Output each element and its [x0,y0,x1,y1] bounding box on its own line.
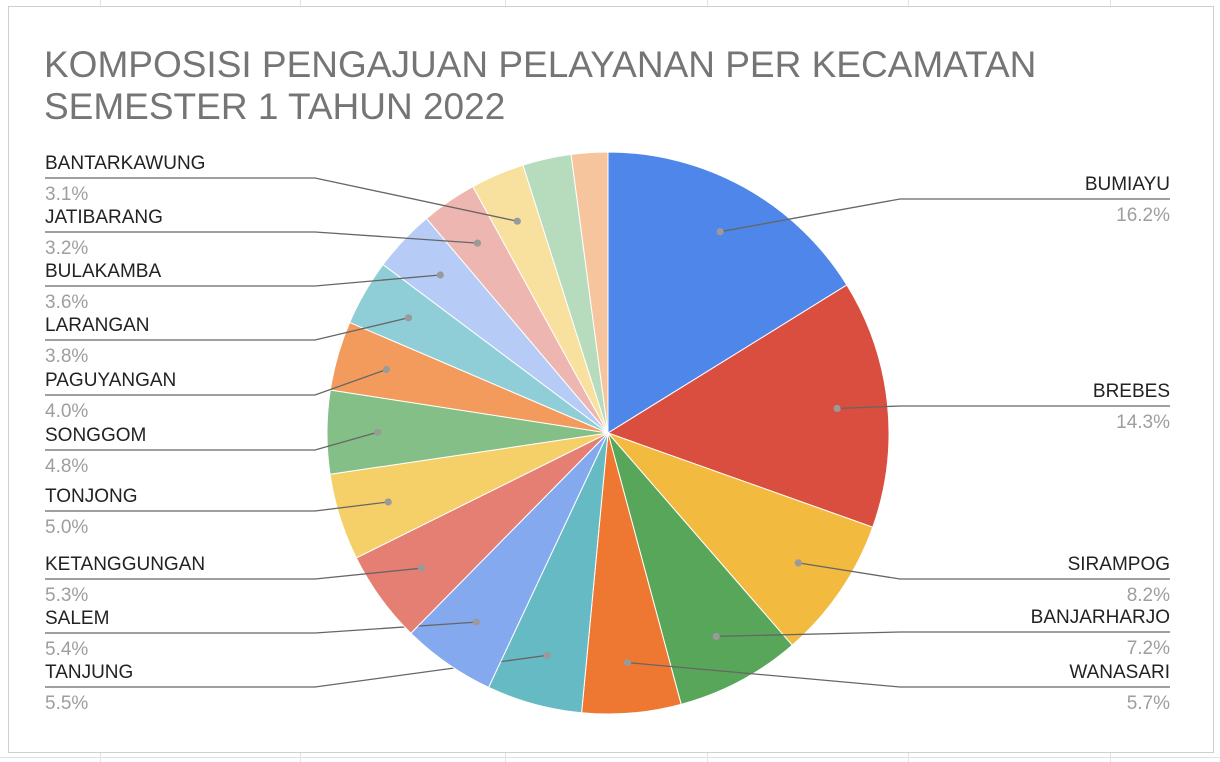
slice-percent-bantarkawung: 3.1% [45,184,88,205]
slice-percent-sirampog: 8.2% [1127,585,1170,606]
slice-percent-larangan: 3.8% [45,346,88,367]
slice-label-larangan: LARANGAN [45,315,150,336]
pie-slice-banjarharjo[interactable] [607,432,793,705]
chart-title: KOMPOSISI PENGAJUAN PELAYANAN PER KECAMA… [44,44,1037,127]
leader-line [627,661,1170,688]
slice-label-wanasari: WANASARI [1069,662,1170,683]
slice-percent-jatibarang: 3.2% [45,238,88,259]
slice-percent-wanasari: 5.7% [1127,693,1170,714]
slice-label-banjarharjo: BANJARHARJO [1031,607,1170,628]
slice-percent-brebes: 14.3% [1116,412,1170,433]
leader-dot [513,217,521,225]
leader-line [45,177,518,222]
leader-dot [436,271,444,279]
pie-slice-sirampog[interactable] [606,431,874,646]
pie-slice-bumiayu[interactable] [607,151,848,434]
leader-line [716,631,1170,638]
slice-label-bantarkawung: BANTARKAWUNG [45,153,205,174]
leader-line [45,501,389,512]
slice-percent-paguyangan: 4.0% [45,401,88,422]
pie-slice-brebes[interactable] [606,284,890,528]
leader-dot [623,659,632,667]
leader-dot [384,498,392,506]
slice-percent-tonjong: 5.0% [45,517,88,538]
leader-line [45,567,422,580]
slice-label-tonjong: TONJONG [45,486,138,507]
slice-label-sirampog: SIRAMPOG [1068,554,1170,575]
slice-label-salem: SALEM [45,608,109,629]
leader-line [45,231,478,244]
slice-label-songgom: SONGGOM [45,425,146,446]
leader-line [45,368,387,396]
leader-dot [404,314,413,322]
leader-dot [716,228,724,236]
slice-percent-salem: 5.4% [45,639,88,660]
slice-label-paguyangan: PAGUYANGAN [45,370,176,391]
leader-dot [473,239,482,247]
leader-dot [417,564,425,572]
pie-slice-unlabeled-16[interactable] [570,151,609,434]
slice-label-ketanggungan: KETANGGUNGAN [45,554,205,575]
leader-line [45,621,477,634]
slice-percent-bulakamba: 3.6% [45,292,88,313]
leader-line [45,431,378,451]
leader-line [45,317,409,341]
leader-line [45,274,441,287]
leader-line [798,562,1170,580]
slice-label-tanjung: TANJUNG [45,662,133,683]
slice-percent-ketanggungan: 5.3% [45,585,88,606]
leader-dot [382,365,391,374]
slice-label-bumiayu: BUMIAYU [1085,174,1170,195]
slice-label-jatibarang: JATIBARANG [45,207,163,228]
leader-dot [472,618,480,626]
leader-dot [833,404,841,413]
leader-dot [712,632,720,641]
leader-dot [794,559,802,567]
slice-percent-bumiayu: 16.2% [1116,205,1170,226]
sheet-gridline [0,757,1220,758]
leader-dot [374,428,382,436]
leader-line [837,405,1170,410]
leader-line [719,198,1170,233]
slice-percent-banjarharjo: 7.2% [1127,638,1170,659]
slice-label-bulakamba: BULAKAMBA [45,261,161,282]
slice-percent-tanjung: 5.5% [45,693,88,714]
leader-dot [543,651,551,659]
slice-label-brebes: BREBES [1093,381,1170,402]
slice-percent-songgom: 4.8% [45,456,88,477]
